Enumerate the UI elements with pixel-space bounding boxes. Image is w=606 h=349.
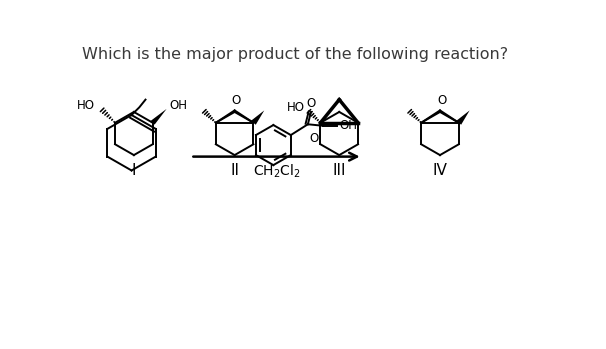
Text: O: O <box>437 94 446 106</box>
Text: I: I <box>132 163 136 178</box>
Polygon shape <box>251 110 264 125</box>
Text: O: O <box>307 97 316 110</box>
Text: IV: IV <box>433 163 447 178</box>
Polygon shape <box>456 110 470 125</box>
Text: OH: OH <box>170 99 188 112</box>
Polygon shape <box>151 109 167 125</box>
Text: O: O <box>231 94 241 106</box>
Text: II: II <box>230 163 239 178</box>
Text: Which is the major product of the following reaction?: Which is the major product of the follow… <box>82 47 508 62</box>
Text: O: O <box>310 132 319 145</box>
Text: OH: OH <box>339 119 357 132</box>
Text: HO: HO <box>287 101 305 114</box>
Text: CH$_2$Cl$_2$: CH$_2$Cl$_2$ <box>253 163 301 180</box>
Text: III: III <box>333 163 346 178</box>
Text: HO: HO <box>77 99 95 112</box>
